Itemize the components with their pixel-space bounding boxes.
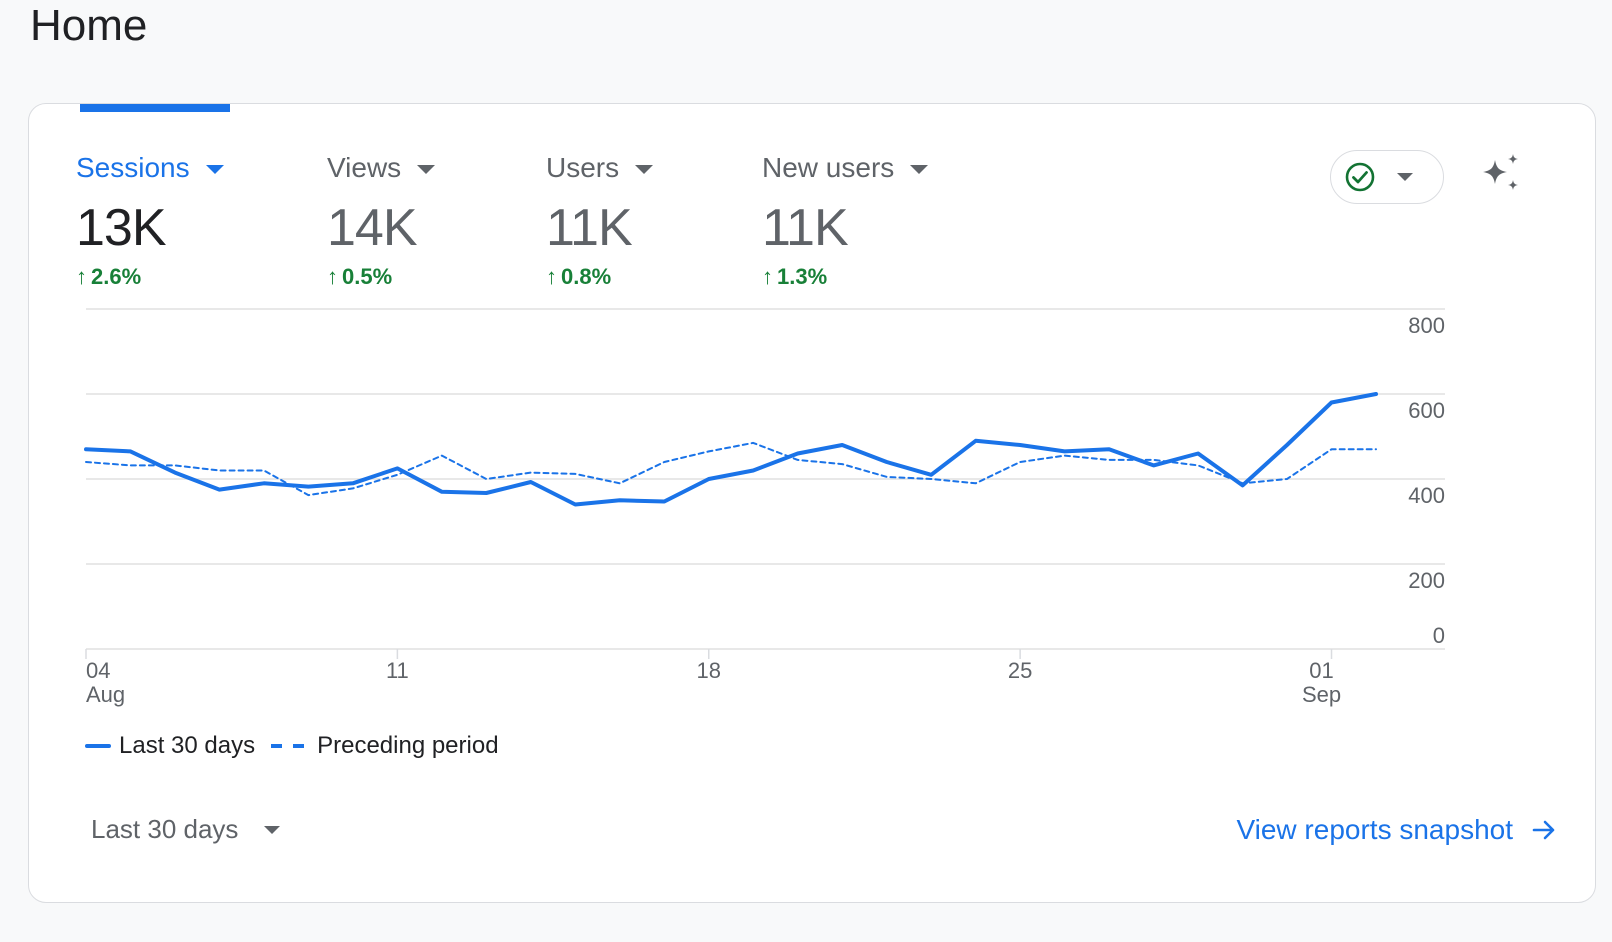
metric-label: Users [546, 152, 620, 183]
metric-change-value: 0.5% [342, 264, 393, 289]
x-tick-month-label: Sep [1302, 682, 1341, 707]
metric-change: ↑ 0.8% [546, 264, 653, 290]
metric-sessions[interactable]: Sessions 13K ↑ 2.6% [76, 148, 224, 290]
metric-value: 14K [327, 199, 418, 257]
data-quality-status-button[interactable] [1330, 150, 1444, 204]
metric-users-dropdown[interactable]: Users [546, 148, 654, 188]
metric-change-value: 2.6% [91, 264, 142, 289]
sparkle-icon[interactable] [1477, 152, 1523, 198]
y-tick-label: 400 [1408, 483, 1445, 508]
metric-change-value: 0.8% [561, 264, 612, 289]
check-circle-icon [1345, 162, 1375, 192]
metric-label: Sessions [76, 152, 190, 183]
y-tick-label: 800 [1408, 313, 1445, 338]
caret-down-icon [1397, 173, 1413, 181]
metric-sessions-dropdown[interactable]: Sessions [76, 148, 224, 188]
date-range-dropdown[interactable]: Last 30 days [91, 814, 281, 845]
legend-solid-line-swatch [85, 744, 111, 748]
legend-dashed-line-swatch [271, 744, 306, 748]
arrow-up-icon: ↑ [327, 264, 338, 289]
metric-value: 11K [762, 199, 849, 257]
metric-new-users-dropdown[interactable]: New users [762, 148, 929, 188]
date-range-label: Last 30 days [91, 814, 239, 844]
metric-change: ↑ 0.5% [327, 264, 435, 290]
metric-change: ↑ 1.3% [762, 264, 928, 290]
x-tick-label: 25 [1008, 658, 1032, 683]
arrow-right-icon [1532, 820, 1555, 840]
overview-card: Sessions 13K ↑ 2.6% Views 14K ↑ 0.5% Use… [28, 103, 1596, 903]
y-tick-label: 0 [1433, 623, 1445, 648]
legend-previous-label: Preceding period [317, 732, 499, 759]
caret-down-icon [205, 164, 224, 174]
caret-down-icon [635, 164, 654, 174]
chart-legend: Last 30 days Preceding period [85, 732, 499, 760]
arrow-up-icon: ↑ [762, 264, 773, 289]
metric-views[interactable]: Views 14K ↑ 0.5% [327, 148, 436, 290]
series-line-preceding-period [85, 441, 1377, 497]
x-tick-label: 11 [386, 658, 409, 683]
metric-users[interactable]: Users 11K ↑ 0.8% [546, 148, 654, 290]
page-title: Home [30, 1, 148, 50]
metric-label: Views [327, 152, 402, 183]
metric-new-users[interactable]: New users 11K ↑ 1.3% [762, 148, 929, 290]
caret-down-icon [264, 825, 281, 834]
metric-value: 13K [76, 199, 167, 257]
arrow-up-icon: ↑ [546, 264, 557, 289]
caret-down-icon [417, 164, 436, 174]
metric-change-value: 1.3% [777, 264, 828, 289]
x-tick-label: 04 [86, 658, 110, 683]
y-tick-label: 200 [1408, 568, 1445, 593]
view-reports-snapshot-link[interactable]: View reports snapshot [1236, 814, 1557, 846]
x-tick-month-label: Aug [86, 682, 125, 707]
active-tab-indicator [80, 104, 230, 112]
caret-down-icon [910, 164, 929, 174]
x-tick-label: 01 [1309, 658, 1333, 683]
metric-value: 11K [546, 199, 633, 257]
view-reports-snapshot-label: View reports snapshot [1236, 814, 1513, 845]
legend-current-label: Last 30 days [119, 732, 256, 759]
arrow-up-icon: ↑ [76, 264, 87, 289]
metric-label: New users [762, 152, 895, 183]
y-tick-label: 600 [1408, 398, 1445, 423]
x-tick-label: 18 [697, 658, 721, 683]
series-line-last-30-days [84, 392, 1378, 507]
metric-views-dropdown[interactable]: Views [327, 148, 436, 188]
metric-change: ↑ 2.6% [76, 264, 224, 290]
